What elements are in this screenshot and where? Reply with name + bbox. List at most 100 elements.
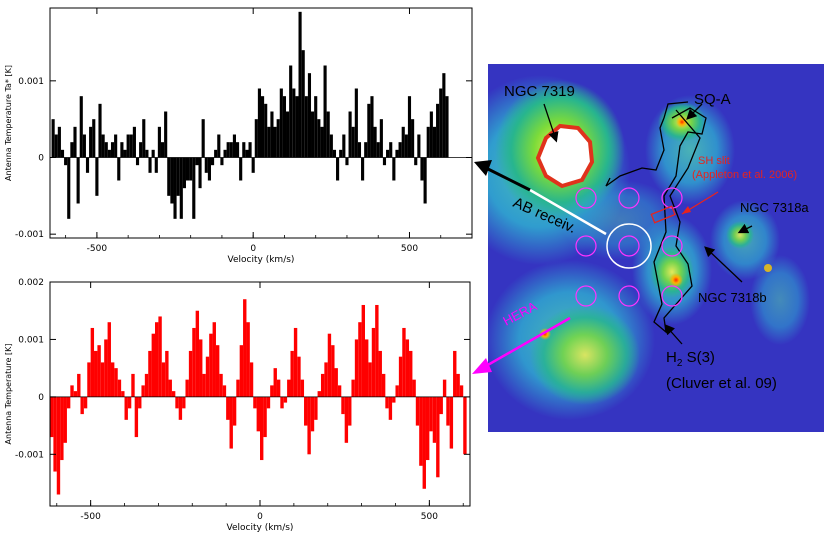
bar <box>145 149 149 158</box>
arrow-sh-head <box>682 206 691 214</box>
ab-link-arrow <box>485 166 531 192</box>
bar <box>317 391 321 397</box>
bar <box>267 126 271 158</box>
bar <box>232 134 236 158</box>
bar <box>176 157 180 196</box>
bar <box>420 157 424 181</box>
bar <box>301 50 305 158</box>
bar <box>73 391 78 397</box>
emission-core-7318b <box>650 246 694 298</box>
bar <box>182 396 186 409</box>
bar <box>192 327 196 397</box>
bar <box>331 345 335 397</box>
bar <box>375 304 379 397</box>
y-tick-label: -0.001 <box>15 450 44 460</box>
bar <box>459 385 464 397</box>
bar <box>60 149 65 158</box>
bar <box>292 88 296 158</box>
bar <box>195 157 199 166</box>
bar <box>198 157 202 189</box>
bar <box>411 119 415 158</box>
bar <box>248 142 252 158</box>
bar <box>164 111 168 158</box>
bar <box>276 379 281 397</box>
hera-beam <box>661 285 683 307</box>
bar <box>295 96 299 158</box>
bar <box>279 88 283 158</box>
bar <box>290 350 294 397</box>
bottom-spectrum-chart: -500 0 500 -0.001 0 0.001 0.002 Velocity (km/s)… <box>4 278 471 533</box>
bar <box>378 350 382 397</box>
bar <box>226 142 230 158</box>
bar <box>402 327 406 397</box>
bar <box>429 396 433 432</box>
bar <box>117 157 121 181</box>
hera-beam <box>618 235 640 257</box>
bar <box>70 142 74 158</box>
hera-beam <box>618 187 640 209</box>
bar <box>276 119 280 158</box>
ab-link-line <box>529 188 607 236</box>
bar <box>246 322 250 397</box>
bar <box>436 396 440 478</box>
bar <box>253 396 257 409</box>
hera-beams <box>575 187 683 307</box>
bar <box>168 379 172 397</box>
bar <box>334 368 338 397</box>
bar <box>388 396 393 420</box>
bar <box>54 134 58 158</box>
bar <box>409 350 413 397</box>
bar <box>236 379 240 397</box>
bar <box>148 157 152 173</box>
arrow-ngc7318a <box>737 223 753 234</box>
bar <box>348 396 352 426</box>
bar <box>310 396 315 432</box>
bar <box>195 310 200 397</box>
bar <box>386 149 390 158</box>
bar <box>161 362 166 397</box>
bar <box>256 396 260 432</box>
bar <box>107 149 111 158</box>
bar <box>207 157 211 181</box>
bar <box>298 11 302 158</box>
bar <box>73 126 77 158</box>
bar <box>287 379 291 397</box>
bar <box>439 88 443 158</box>
bar <box>202 373 206 397</box>
bar <box>300 379 305 397</box>
bar <box>83 396 88 409</box>
label-sh-slit: SH slit <box>698 155 730 167</box>
bar <box>436 103 440 158</box>
bar <box>189 157 193 181</box>
bar <box>307 396 311 455</box>
bar <box>446 396 450 426</box>
ab-receiver-beam <box>606 223 652 269</box>
bar <box>170 157 174 204</box>
bar <box>417 134 421 158</box>
sky-image-panel: NGC 7319 SQ-A SH slit (Appleton et al. 2… <box>472 64 824 432</box>
bar <box>98 103 102 158</box>
bar <box>345 157 349 166</box>
bar <box>370 96 374 158</box>
bar <box>332 149 337 158</box>
bar <box>367 103 371 158</box>
bar <box>243 299 247 397</box>
bar <box>425 396 430 461</box>
bar <box>144 373 149 397</box>
bar <box>376 142 380 158</box>
y-tick-label: 0.001 <box>18 335 44 345</box>
bar <box>419 396 423 466</box>
hotspot-sqa <box>676 116 688 128</box>
bar <box>348 111 352 158</box>
bar <box>142 119 146 158</box>
bar <box>87 362 91 397</box>
bar <box>249 362 254 397</box>
bar <box>232 396 237 426</box>
bar <box>273 126 277 158</box>
bar <box>141 385 145 397</box>
bar <box>251 157 255 173</box>
bar <box>263 396 267 438</box>
h2-contour <box>605 101 707 334</box>
bar <box>229 142 233 158</box>
bar <box>432 396 437 443</box>
